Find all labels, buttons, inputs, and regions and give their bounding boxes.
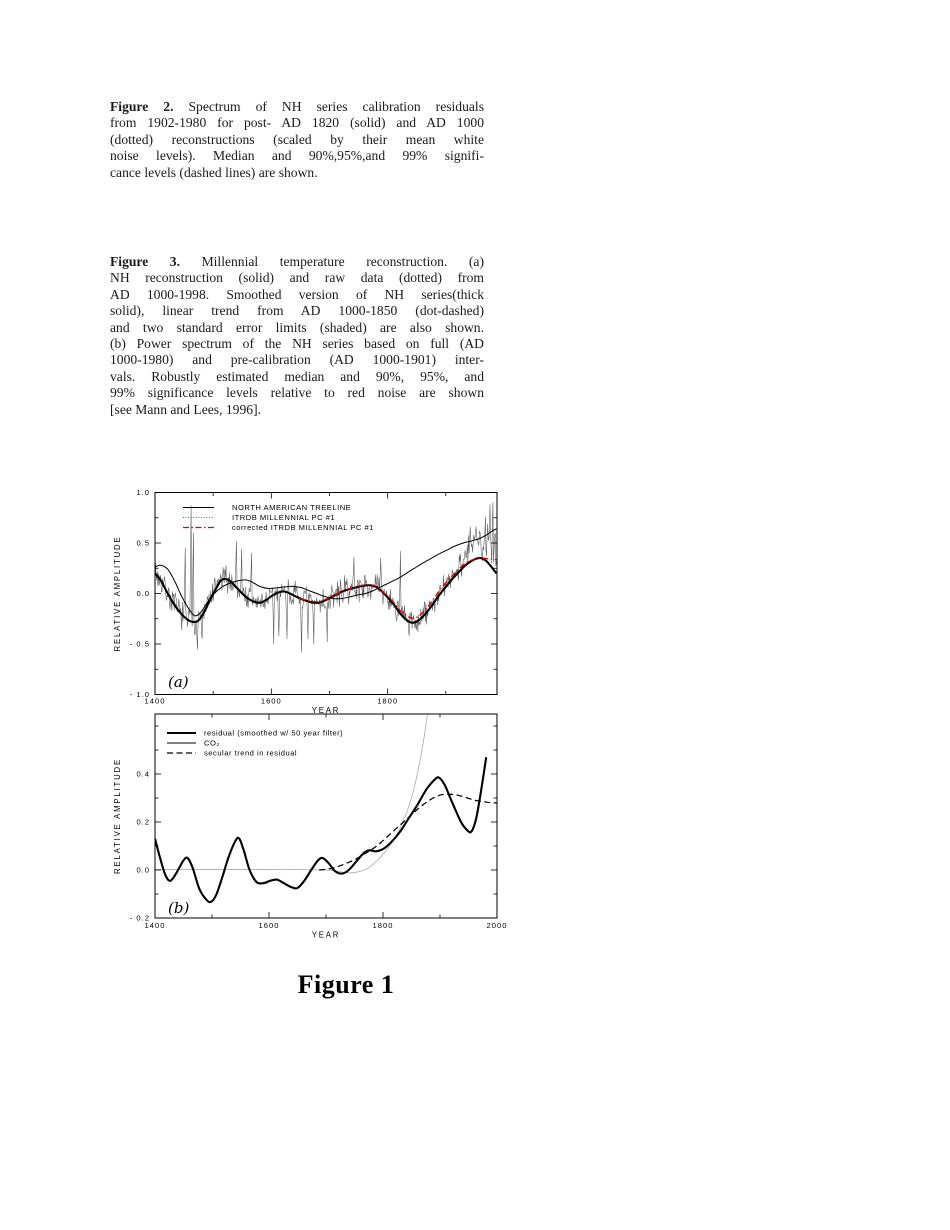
y-axis-title: RELATIVE AMPLITUDE — [113, 536, 122, 652]
caption-line: vals. Robustly estimated median and 90%,… — [110, 368, 484, 384]
figure2-caption: Figure 2. Spectrum of NH series calibrat… — [110, 99, 484, 181]
caption-lead: Figure 2. — [110, 99, 189, 114]
y-tick-label: 0.0 — [136, 589, 150, 598]
series-north-american-treeline — [155, 528, 497, 617]
caption-line: Figure 2. Spectrum of NH series calibrat… — [110, 99, 484, 114]
y-tick-label: 0.0 — [136, 866, 150, 875]
caption-line: [see Mann and Lees, 1996]. — [110, 401, 261, 417]
legend — [183, 506, 214, 529]
panel-label-b: (b) — [168, 899, 189, 917]
x-tick-label: 1600 — [261, 697, 282, 706]
caption-line: 99% significance levels relative to red … — [110, 385, 484, 401]
axis-ticks — [154, 714, 498, 919]
x-axis-title: YEAR — [312, 706, 340, 715]
x-tick-label: 1800 — [373, 921, 394, 930]
series-itrdb-pc1-smoothed — [155, 556, 497, 624]
caption-line: from 1902-1980 for post- AD 1820 (solid)… — [110, 115, 484, 131]
chart-b-panel: 1400 1600 1800 2000 0.4 0.2 0.0 - 0.2 YEAR RELATI… — [100, 706, 520, 942]
x-tick-label: 1400 — [145, 697, 166, 706]
chart-a-panel: 1400 1600 1800 1.0 0.5 0.0 - 0.5 - 1.0 YEAR RELAT… — [100, 480, 520, 720]
series-group — [155, 502, 497, 653]
legend-label: residual (smoothed w/ 50 year filter) — [204, 729, 343, 738]
y-tick-label: 0.5 — [136, 539, 150, 548]
x-tick-label: 1600 — [259, 921, 280, 930]
chart-a-svg: 1400 1600 1800 1.0 0.5 0.0 - 0.5 - 1.0 YEAR RELAT… — [113, 488, 498, 715]
caption-line: and two standard error limits (shaded) a… — [110, 319, 484, 335]
y-tick-label: - 0.5 — [130, 640, 150, 649]
series-corrected-itrdb-pc1 — [299, 557, 497, 619]
caption-line: Figure 3. Millennial temperature reconst… — [110, 254, 484, 269]
series-itrdb-pc1-raw — [155, 502, 497, 653]
y-tick-label: - 1.0 — [130, 690, 150, 699]
y-axis-title: RELATIVE AMPLITUDE — [113, 758, 122, 874]
y-tick-label: 0.2 — [136, 818, 150, 827]
figure3-caption: Figure 3. Millennial temperature reconst… — [110, 254, 484, 418]
x-tick-label: 1800 — [377, 697, 398, 706]
caption-line: NH reconstruction (solid) and raw data (… — [110, 270, 484, 286]
caption-line: AD 1000-1998. Smoothed version of NH ser… — [110, 286, 484, 302]
x-axis-title: YEAR — [312, 931, 340, 940]
chart-b-svg: 1400 1600 1800 2000 0.4 0.2 0.0 - 0.2 YEAR RELATI… — [113, 713, 508, 940]
caption-line: (b) Power spectrum of the NH series base… — [110, 336, 484, 352]
legend-label: CO₂ — [204, 739, 220, 748]
legend-label: NORTH AMERICAN TREELINE — [232, 503, 351, 512]
caption-line: cance levels (dashed lines) are shown. — [110, 164, 318, 180]
figure1-title: Figure 1 — [297, 970, 395, 999]
axis-ticks — [154, 492, 497, 695]
y-tick-label: - 0.2 — [130, 914, 150, 923]
x-tick-label: 2000 — [487, 921, 508, 930]
series-residual-smoothed — [155, 757, 488, 904]
x-tick-label: 1400 — [145, 921, 166, 930]
y-tick-label: 1.0 — [136, 488, 150, 497]
legend-label: ITRDB MILLENNIAL PC #1 — [232, 513, 335, 522]
caption-line: 1000-1980) and pre-calibration (AD 1000-… — [110, 352, 484, 368]
caption-line: solid), linear trend from AD 1000-1850 (… — [110, 303, 484, 319]
legend-label: secular trend in residual — [204, 749, 297, 758]
series-group — [155, 714, 497, 904]
caption-line: (dotted) reconstructions (scaled by thei… — [110, 131, 484, 147]
series-co2 — [155, 714, 428, 874]
caption-line: noise levels). Median and 90%,95%,and 99… — [110, 148, 484, 164]
y-tick-label: 0.4 — [136, 770, 150, 779]
caption-lead: Figure 3. — [110, 254, 202, 269]
legend — [167, 732, 196, 754]
legend-label: corrected ITRDB MILLENNIAL PC #1 — [232, 523, 374, 532]
panel-label-a: (a) — [168, 673, 189, 691]
